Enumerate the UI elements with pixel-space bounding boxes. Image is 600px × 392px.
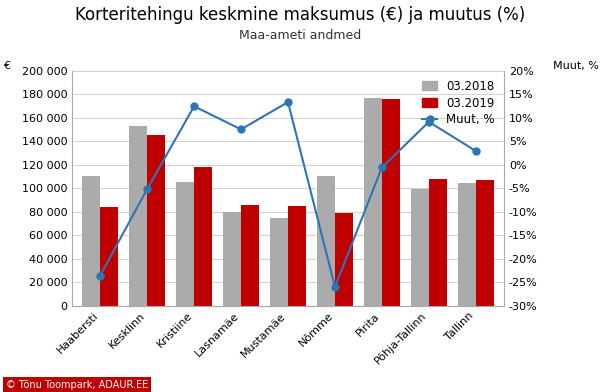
Line: Muut, %: Muut, % [97,99,479,290]
Muut, % [472,149,479,153]
Muut, % [238,127,245,132]
Legend: 03.2018, 03.2019, Muut, %: 03.2018, 03.2019, Muut, % [419,76,498,130]
Bar [147,135,165,306]
Muut, % [425,120,433,124]
Muut, % [331,285,338,289]
Bar [176,182,194,306]
Bar [476,180,494,306]
Bar [458,183,476,306]
Text: Muut, %: Muut, % [553,61,599,71]
Muut, % [97,273,104,278]
Bar [223,212,241,306]
Bar [335,213,353,306]
Bar [364,98,382,306]
Bar [317,176,335,306]
Muut, % [190,104,197,109]
Bar [194,167,212,306]
Bar [100,207,118,306]
Bar [270,218,288,306]
Text: €: € [3,61,10,71]
Muut, % [379,165,386,170]
Text: Maa-ameti andmed: Maa-ameti andmed [239,29,361,42]
Bar [82,176,100,306]
Bar [411,189,429,306]
Bar [288,206,306,306]
Bar [429,179,447,306]
Bar [382,99,400,306]
Text: © Tõnu Toompark, ADAUR.EE: © Tõnu Toompark, ADAUR.EE [6,380,148,390]
Text: Korteritehingu keskmine maksumus (€) ja muutus (%): Korteritehingu keskmine maksumus (€) ja … [75,6,525,24]
Muut, % [284,100,292,104]
Bar [129,126,147,306]
Muut, % [143,187,151,191]
Bar [241,205,259,306]
